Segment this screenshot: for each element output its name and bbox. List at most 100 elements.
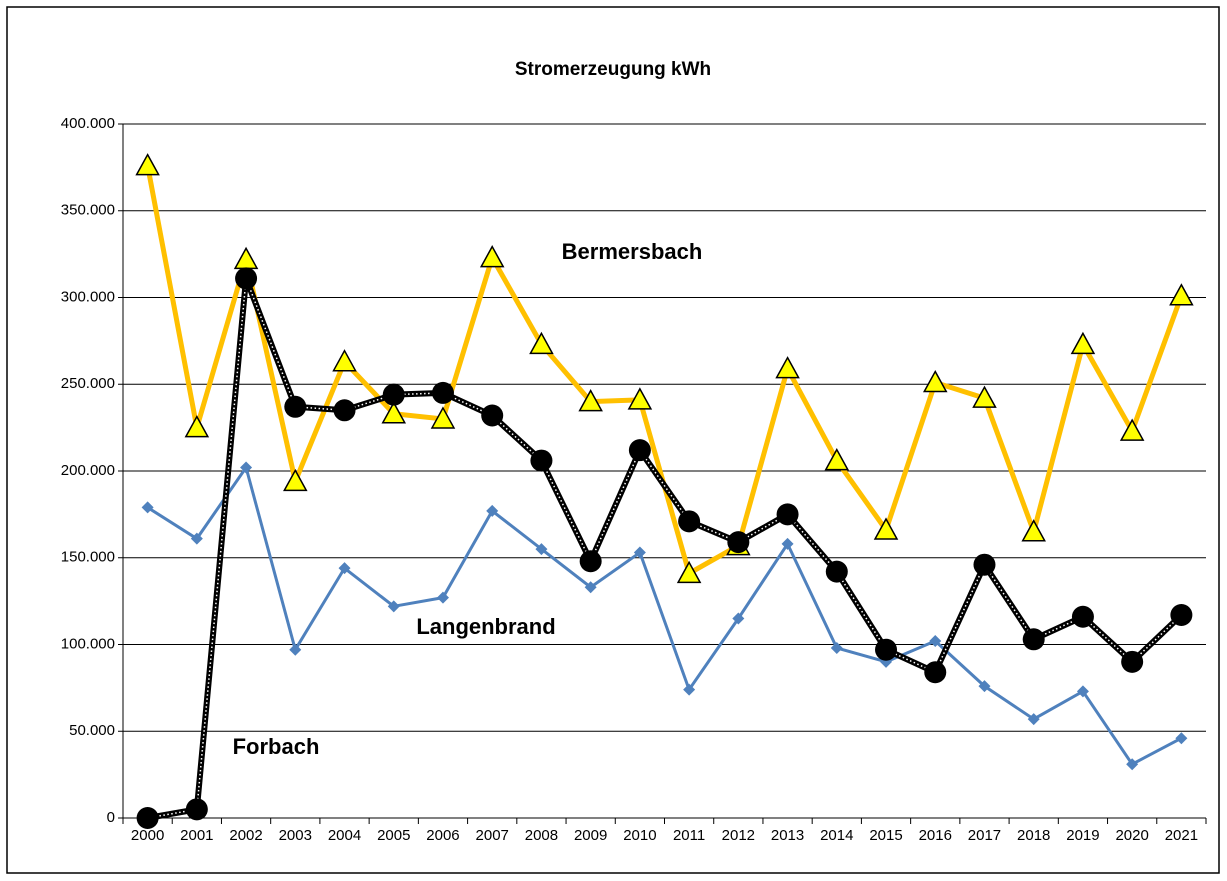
marker: [1076, 685, 1089, 698]
marker: [972, 385, 997, 408]
marker: [873, 517, 899, 540]
marker: [929, 635, 942, 648]
marker: [338, 562, 351, 575]
marker: [184, 415, 210, 438]
x-tick-label: 2020: [1115, 827, 1148, 844]
y-tick-label: 400.000: [61, 115, 115, 132]
marker: [627, 387, 653, 410]
x-tick-label: 2009: [574, 827, 607, 844]
x-tick-label: 2019: [1066, 827, 1099, 844]
x-tick-label: 2017: [968, 827, 1001, 844]
y-tick-label: 150.000: [61, 549, 115, 566]
marker: [332, 349, 357, 372]
y-tick-label: 100.000: [61, 635, 115, 652]
x-tick-label: 2011: [673, 827, 705, 844]
marker: [481, 404, 504, 427]
marker: [776, 503, 799, 526]
y-tick-label: 200.000: [61, 462, 115, 479]
chart-border: [6, 6, 1220, 874]
x-tick-label: 2010: [623, 827, 656, 844]
series-label: Bermersbach: [562, 239, 703, 264]
marker: [436, 591, 449, 604]
marker: [633, 546, 646, 559]
marker: [136, 807, 159, 829]
marker: [1022, 628, 1045, 651]
marker: [141, 501, 154, 514]
marker: [240, 461, 253, 474]
x-tick-label: 2021: [1165, 827, 1198, 844]
marker: [578, 389, 603, 412]
y-tick-label: 50.000: [69, 722, 115, 739]
marker: [1126, 758, 1139, 771]
marker: [431, 381, 454, 404]
marker: [1071, 605, 1094, 628]
y-tick-label: 250.000: [61, 375, 115, 392]
marker: [875, 638, 898, 661]
marker: [683, 683, 696, 696]
x-tick-label: 2016: [919, 827, 952, 844]
marker: [830, 641, 843, 654]
x-tick-label: 2012: [722, 827, 755, 844]
marker: [235, 267, 258, 290]
x-tick-label: 2015: [869, 827, 902, 844]
marker: [1119, 418, 1145, 441]
marker: [387, 600, 400, 613]
series-label: Langenbrand: [416, 614, 555, 639]
marker: [775, 356, 800, 379]
marker: [135, 153, 160, 176]
marker: [382, 383, 405, 406]
line: [146, 464, 1183, 767]
x-tick-label: 2014: [820, 827, 853, 844]
marker: [824, 448, 850, 471]
marker: [825, 560, 848, 583]
x-tick-label: 2007: [476, 827, 509, 844]
marker: [781, 537, 794, 550]
x-tick-label: 2001: [180, 827, 213, 844]
x-tick-label: 2003: [279, 827, 312, 844]
marker: [289, 643, 302, 656]
x-tick-label: 2006: [426, 827, 459, 844]
marker: [727, 531, 750, 554]
marker: [381, 401, 407, 424]
x-tick-label: 2002: [229, 827, 262, 844]
marker: [678, 510, 701, 533]
chart-title: Stromerzeugung kWh: [515, 59, 711, 80]
marker: [676, 560, 702, 584]
marker: [333, 399, 356, 422]
marker: [584, 581, 597, 594]
x-tick-label: 2013: [771, 827, 804, 844]
line-dots: [147, 278, 1182, 819]
y-tick-label: 0: [107, 809, 115, 826]
x-tick-label: 2018: [1017, 827, 1050, 844]
marker: [924, 661, 947, 684]
x-tick-label: 2000: [131, 827, 164, 844]
marker: [479, 245, 505, 268]
marker: [1027, 713, 1040, 726]
marker: [1170, 604, 1193, 627]
y-tick-label: 350.000: [61, 202, 115, 219]
marker: [579, 550, 602, 573]
marker: [1070, 331, 1096, 355]
marker: [1175, 732, 1188, 745]
x-tick-label: 2005: [377, 827, 410, 844]
marker: [530, 449, 553, 472]
marker: [978, 680, 991, 693]
marker: [190, 532, 203, 545]
x-tick-label: 2008: [525, 827, 558, 844]
marker: [284, 395, 307, 418]
marker: [922, 369, 948, 393]
y-tick-label: 300.000: [61, 288, 115, 305]
marker: [185, 798, 208, 821]
marker: [486, 504, 499, 517]
x-tick-label: 2004: [328, 827, 361, 844]
marker: [1021, 519, 1046, 542]
marker: [430, 406, 456, 429]
marker: [628, 439, 651, 462]
marker: [535, 543, 548, 556]
series-label: Forbach: [233, 734, 320, 759]
marker: [732, 612, 745, 625]
marker: [973, 553, 996, 576]
marker: [283, 468, 308, 492]
marker: [529, 331, 554, 355]
